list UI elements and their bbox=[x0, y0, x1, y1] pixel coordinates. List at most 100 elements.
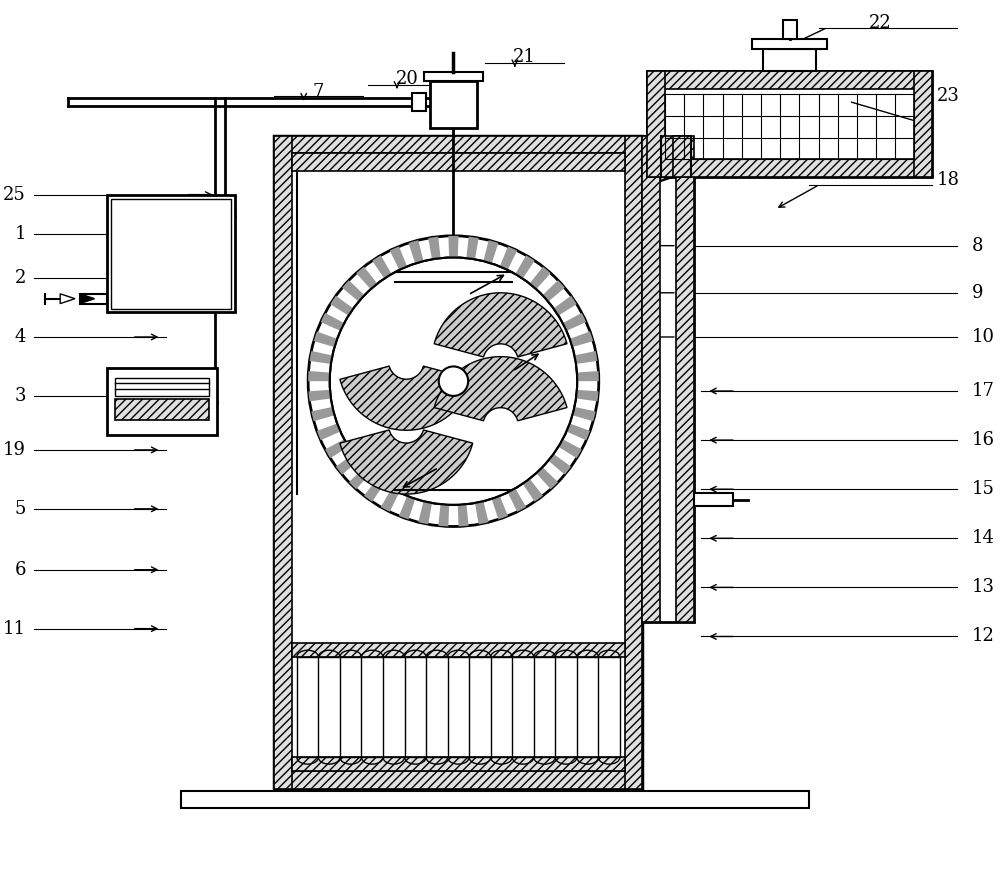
Bar bbox=[661, 135, 679, 177]
Text: 13: 13 bbox=[971, 578, 994, 596]
Bar bbox=[783, 20, 797, 39]
Bar bbox=[647, 71, 665, 177]
Bar bbox=[412, 93, 426, 111]
Text: 22: 22 bbox=[868, 13, 891, 32]
Polygon shape bbox=[438, 505, 449, 526]
Bar bbox=[763, 49, 816, 71]
Polygon shape bbox=[570, 331, 593, 347]
Polygon shape bbox=[458, 505, 469, 526]
Polygon shape bbox=[80, 294, 95, 303]
Polygon shape bbox=[310, 351, 332, 364]
Bar bbox=[424, 72, 483, 81]
Polygon shape bbox=[321, 313, 344, 331]
Polygon shape bbox=[314, 331, 337, 347]
Polygon shape bbox=[475, 501, 489, 524]
Polygon shape bbox=[558, 440, 582, 458]
Text: 5: 5 bbox=[14, 500, 26, 518]
Polygon shape bbox=[372, 255, 392, 279]
Text: 4: 4 bbox=[14, 328, 26, 346]
Bar bbox=[647, 71, 932, 177]
Polygon shape bbox=[523, 479, 543, 502]
Bar bbox=[642, 135, 694, 622]
Bar bbox=[661, 135, 691, 177]
Text: 20: 20 bbox=[395, 69, 418, 88]
Text: 19: 19 bbox=[3, 441, 26, 459]
Circle shape bbox=[439, 367, 468, 396]
Polygon shape bbox=[336, 454, 359, 474]
Polygon shape bbox=[572, 407, 596, 421]
Polygon shape bbox=[566, 424, 590, 441]
Polygon shape bbox=[542, 280, 565, 302]
Polygon shape bbox=[492, 496, 508, 520]
Bar bbox=[115, 399, 209, 420]
Polygon shape bbox=[428, 237, 441, 259]
Polygon shape bbox=[409, 240, 424, 263]
Text: 7: 7 bbox=[313, 83, 324, 101]
Text: 11: 11 bbox=[3, 619, 26, 637]
Text: 17: 17 bbox=[971, 382, 994, 400]
Bar bbox=[292, 757, 625, 771]
Polygon shape bbox=[308, 390, 331, 401]
Text: 3: 3 bbox=[14, 387, 26, 405]
Bar bbox=[115, 378, 209, 396]
Bar bbox=[914, 71, 932, 177]
Circle shape bbox=[330, 257, 577, 505]
Polygon shape bbox=[364, 479, 384, 502]
Bar bbox=[647, 159, 932, 177]
Bar bbox=[274, 771, 642, 789]
Polygon shape bbox=[530, 267, 551, 289]
Polygon shape bbox=[60, 294, 75, 303]
Bar bbox=[107, 195, 235, 312]
Bar bbox=[80, 294, 107, 303]
Bar bbox=[673, 135, 691, 177]
Polygon shape bbox=[325, 440, 349, 458]
Text: 21: 21 bbox=[513, 48, 536, 66]
Text: 1: 1 bbox=[14, 225, 26, 243]
Polygon shape bbox=[418, 501, 432, 524]
Bar bbox=[694, 493, 733, 506]
Polygon shape bbox=[340, 430, 473, 494]
Polygon shape bbox=[577, 371, 599, 381]
Text: 18: 18 bbox=[937, 171, 960, 189]
Polygon shape bbox=[536, 467, 558, 490]
Text: 6: 6 bbox=[14, 561, 26, 579]
Text: 14: 14 bbox=[971, 530, 994, 547]
Polygon shape bbox=[340, 366, 473, 430]
Polygon shape bbox=[399, 496, 415, 520]
Polygon shape bbox=[390, 247, 407, 270]
Text: 8: 8 bbox=[971, 237, 983, 255]
Text: 23: 23 bbox=[937, 87, 960, 105]
Bar bbox=[642, 135, 660, 622]
Polygon shape bbox=[574, 351, 597, 364]
Polygon shape bbox=[500, 247, 517, 270]
Bar bbox=[107, 368, 217, 435]
Bar bbox=[274, 135, 292, 789]
Polygon shape bbox=[349, 467, 371, 490]
Polygon shape bbox=[576, 390, 598, 401]
Polygon shape bbox=[317, 424, 340, 441]
Polygon shape bbox=[308, 371, 330, 381]
Bar bbox=[292, 153, 625, 771]
Polygon shape bbox=[483, 240, 498, 263]
Text: 15: 15 bbox=[971, 481, 994, 498]
Polygon shape bbox=[381, 489, 399, 512]
Bar bbox=[752, 39, 827, 49]
Polygon shape bbox=[434, 357, 567, 421]
Polygon shape bbox=[508, 489, 526, 512]
Text: 12: 12 bbox=[971, 627, 994, 645]
Polygon shape bbox=[563, 313, 586, 331]
Text: 9: 9 bbox=[971, 284, 983, 302]
Polygon shape bbox=[330, 295, 353, 316]
Polygon shape bbox=[342, 280, 364, 302]
Bar bbox=[274, 135, 642, 153]
Bar bbox=[292, 153, 625, 171]
Bar bbox=[625, 135, 642, 789]
Text: 25: 25 bbox=[3, 186, 26, 204]
Polygon shape bbox=[466, 237, 479, 259]
Text: 16: 16 bbox=[971, 431, 994, 449]
Polygon shape bbox=[356, 267, 377, 289]
Polygon shape bbox=[448, 236, 459, 257]
Bar bbox=[274, 135, 642, 789]
Bar bbox=[111, 198, 231, 309]
Polygon shape bbox=[515, 255, 535, 279]
